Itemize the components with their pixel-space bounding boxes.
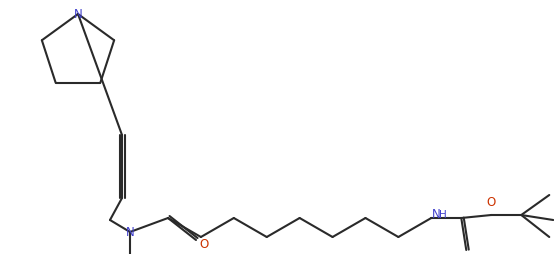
Text: N: N — [126, 226, 135, 239]
Text: H: H — [439, 210, 447, 220]
Text: N: N — [74, 8, 83, 21]
Text: O: O — [199, 239, 209, 251]
Text: O: O — [486, 196, 496, 209]
Text: N: N — [432, 209, 441, 221]
